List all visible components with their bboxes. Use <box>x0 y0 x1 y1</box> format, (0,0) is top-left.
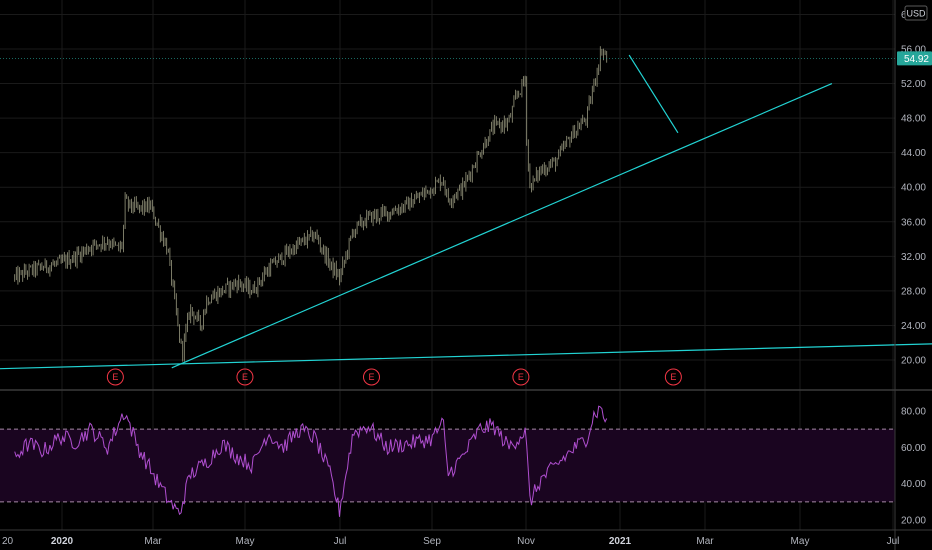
earnings-marker-label: E <box>670 372 676 382</box>
grid <box>0 0 895 530</box>
y-tick-label: 48.00 <box>901 114 926 125</box>
last-price-badge <box>897 51 932 66</box>
trendline[interactable] <box>171 83 833 369</box>
earnings-marker-label: E <box>112 372 118 382</box>
earnings-marker-label: E <box>242 372 248 382</box>
x-tick-label: 2020 <box>51 536 74 547</box>
earnings-marker[interactable] <box>362 368 380 386</box>
x-tick-label: Jul <box>334 536 347 547</box>
x-tick-label: May <box>791 536 810 547</box>
x-tick-label: Sep <box>423 536 441 547</box>
x-tick-label: 2021 <box>609 536 632 547</box>
trendlines[interactable] <box>0 54 932 370</box>
rsi-y-tick-label: 20.00 <box>901 516 926 527</box>
x-tick-label: Jul <box>887 536 900 547</box>
earnings-marker-label: E <box>518 372 524 382</box>
trendline[interactable] <box>628 54 679 134</box>
currency-badge <box>904 5 928 21</box>
y-tick-label: 56.00 <box>901 45 926 56</box>
y-tick-label: 36.00 <box>901 217 926 228</box>
x-tick-label: May <box>236 536 255 547</box>
axis-labels: 20 2020 Mar May Jul Sep Nov 2021 Mar May Jul20.002… <box>2 5 932 547</box>
rsi-y-tick-label: 40.00 <box>901 479 926 490</box>
y-tick-label: 20.00 <box>901 356 926 367</box>
price-bars <box>14 46 608 362</box>
rsi-y-tick-label: 80.00 <box>901 407 926 418</box>
earnings-marker[interactable] <box>106 368 124 386</box>
earnings-marker[interactable] <box>236 368 254 386</box>
last-price-badge-label: 54.92 <box>904 54 929 65</box>
x-tick-label: 20 <box>2 536 14 547</box>
earnings-marker[interactable] <box>664 368 682 386</box>
y-tick-label: 28.00 <box>901 286 926 297</box>
rsi-series <box>14 405 608 517</box>
earnings-marker[interactable] <box>512 368 530 386</box>
x-tick-label: Nov <box>517 536 535 547</box>
x-tick-label: Mar <box>144 536 162 547</box>
y-tick-label: 24.00 <box>901 321 926 332</box>
x-tick-label: Mar <box>696 536 714 547</box>
trendline[interactable] <box>0 343 932 370</box>
rsi-line <box>14 405 608 517</box>
earnings-marker-label: E <box>368 372 374 382</box>
currency-badge-label: USD <box>906 9 926 19</box>
y-tick-label: 52.00 <box>901 79 926 90</box>
rsi-y-tick-label: 60.00 <box>901 443 926 454</box>
y-tick-label: 44.00 <box>901 148 926 159</box>
y-tick-label: 40.00 <box>901 183 926 194</box>
y-tick-label: 32.00 <box>901 252 926 263</box>
